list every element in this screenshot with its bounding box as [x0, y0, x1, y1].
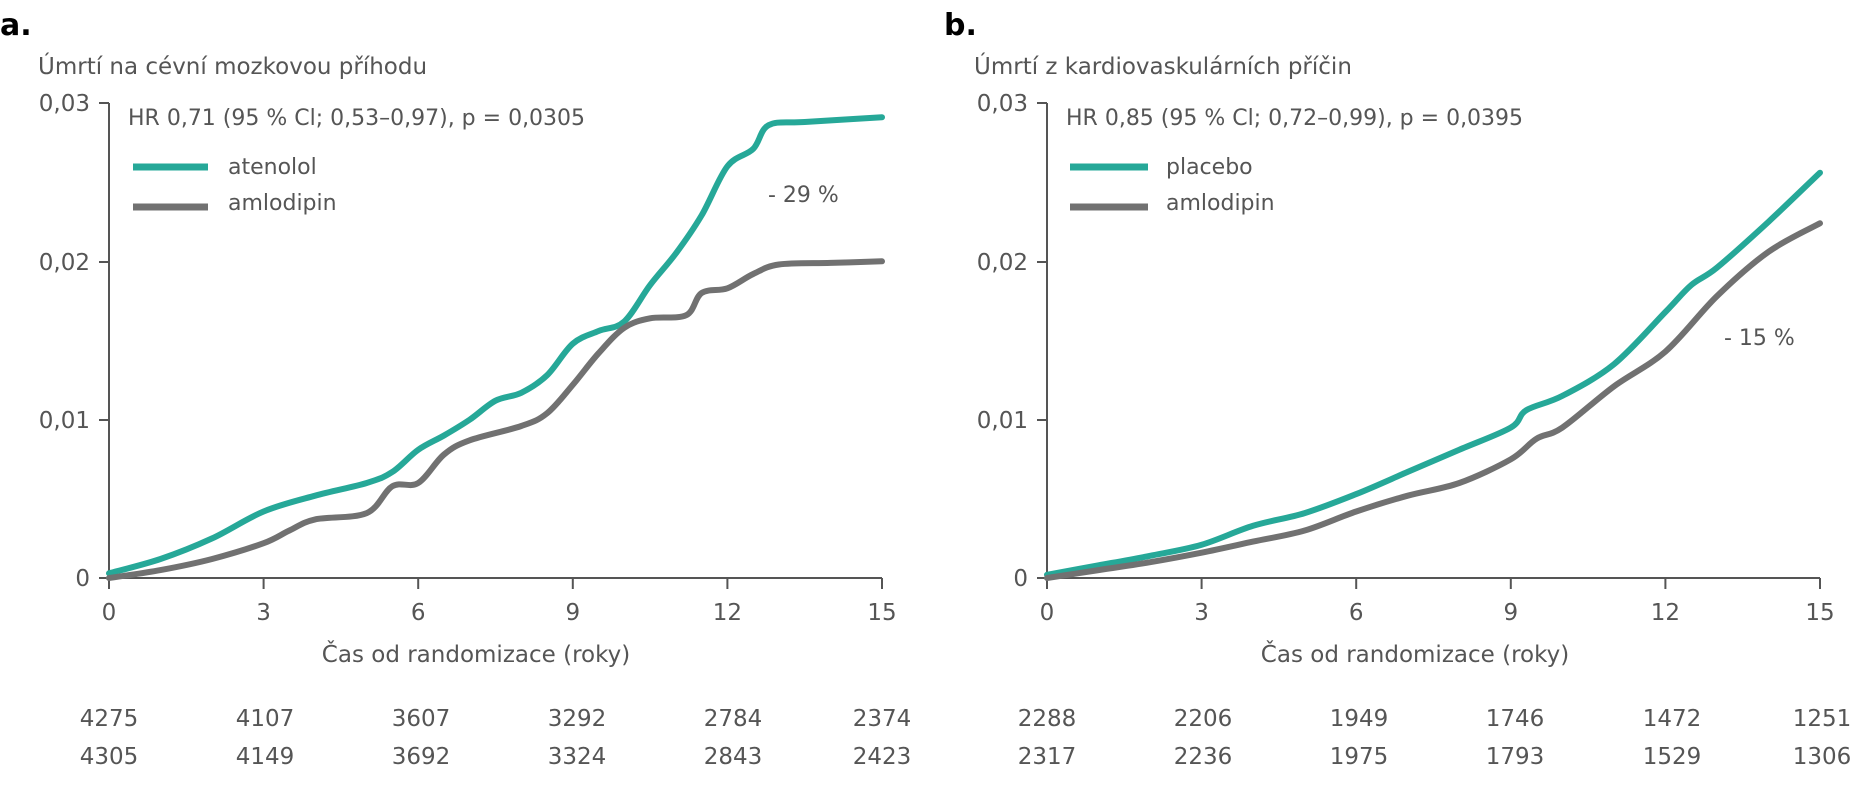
panel-b-series-placebo-line: [1044, 169, 1823, 578]
panel-a-letter: a.: [0, 8, 32, 43]
panel-a-at-risk-cell: 2784: [704, 706, 763, 732]
panel-b-xtick-label: 0: [1040, 600, 1055, 626]
panel-a-at-risk-cell: 3324: [548, 744, 607, 770]
panel-b-ylabel: Úmrtí z kardiovaskulárních příčin: [974, 52, 1352, 80]
panel-a-ytick-label: 0,01: [39, 408, 90, 434]
panel-a-ytick-label: 0: [75, 566, 90, 592]
panel-a-at-risk-cell: 4107: [236, 706, 295, 732]
panel-a-y-ticks: 0 0,01 0,02 0,03: [39, 91, 109, 592]
panel-b-ytick-label: 0,03: [977, 91, 1028, 117]
panel-a-xtick-label: 0: [102, 600, 117, 626]
panel-a-ytick-label: 0,03: [39, 91, 90, 117]
panel-b-at-risk-cell: 1949: [1330, 706, 1389, 732]
panel-b-at-risk-cell: 1975: [1330, 744, 1389, 770]
panel-a-series-amlodipin-line: [106, 258, 885, 581]
panel-b-at-risk-cell: 2206: [1174, 706, 1233, 732]
panel-a-xtick-label: 12: [713, 600, 742, 626]
panel-a-xtick-label: 3: [256, 600, 271, 626]
panel-a-series-atenolol-line: [106, 114, 885, 577]
panel-b-ytick-label: 0,01: [977, 408, 1028, 434]
panel-a-at-risk-cell: 4305: [80, 744, 139, 770]
panel-a-legend-label-2: amlodipin: [228, 191, 337, 216]
panel-a-xlabel: Čas od randomizace (roky): [322, 640, 630, 668]
panel-b-legend-label-2: amlodipin: [1166, 191, 1275, 216]
panel-b-reduction-label: - 15 %: [1724, 326, 1795, 351]
panel-b: b. Úmrtí z kardiovaskulárních příčin HR …: [944, 8, 1851, 770]
panel-b-xlabel: Čas od randomizace (roky): [1261, 640, 1569, 668]
panel-a-at-risk-cell: 3607: [392, 706, 451, 732]
panel-a-at-risk-table: 4275 4107 3607 3292 2784 2374 4305 4149 …: [80, 706, 912, 770]
panel-a-at-risk-cell: 4149: [236, 744, 295, 770]
panel-a-xtick-label: 9: [565, 600, 580, 626]
panel-b-at-risk-cell: 1746: [1486, 706, 1545, 732]
panel-a-at-risk-cell: 4275: [80, 706, 139, 732]
panel-b-hr-annotation: HR 0,85 (95 % Cl; 0,72–0,99), p = 0,0395: [1066, 106, 1523, 131]
panel-a-hr-annotation: HR 0,71 (95 % Cl; 0,53–0,97), p = 0,0305: [128, 106, 585, 131]
panel-b-at-risk-cell: 1251: [1793, 706, 1852, 732]
panel-a-reduction-label: - 29 %: [768, 183, 839, 208]
panel-b-x-ticks: 0 3 6 9 12 15: [1040, 578, 1835, 626]
panel-a-legend-label-1: atenolol: [228, 155, 317, 180]
panel-b-xtick-label: 9: [1503, 600, 1518, 626]
panel-b-y-ticks: 0 0,01 0,02 0,03: [977, 91, 1047, 592]
panel-a-legend: atenolol amlodipin: [133, 155, 337, 216]
panel-a-ytick-label: 0,02: [39, 250, 90, 276]
panel-b-ytick-label: 0: [1013, 566, 1028, 592]
panel-b-at-risk-cell: 1306: [1793, 744, 1852, 770]
panel-b-xtick-label: 3: [1194, 600, 1209, 626]
panel-a-at-risk-cell: 2843: [704, 744, 763, 770]
panel-b-at-risk-cell: 1529: [1643, 744, 1702, 770]
panel-b-letter: b.: [944, 8, 977, 43]
panel-a: a. Úmrtí na cévní mozkovou příhodu HR 0,…: [0, 8, 911, 770]
panel-b-axes: [1046, 103, 1820, 579]
panel-a-xtick-label: 6: [411, 600, 426, 626]
panel-b-at-risk-cell: 1793: [1486, 744, 1545, 770]
panel-b-legend: placebo amlodipin: [1070, 155, 1275, 216]
panel-b-xtick-label: 6: [1349, 600, 1364, 626]
panel-b-at-risk-cell: 2317: [1018, 744, 1077, 770]
panel-b-xtick-label: 12: [1651, 600, 1680, 626]
panel-b-legend-label-1: placebo: [1166, 155, 1253, 180]
panel-a-x-ticks: 0 3 6 9 12 15: [102, 578, 897, 626]
panel-a-at-risk-cell: 3692: [392, 744, 451, 770]
panel-a-axes: [108, 103, 882, 579]
panel-a-at-risk-cell: 2423: [853, 744, 912, 770]
panel-b-xtick-label: 15: [1805, 600, 1834, 626]
panel-b-at-risk-cell: 2288: [1018, 706, 1077, 732]
panel-a-xtick-label: 15: [867, 600, 896, 626]
panel-b-ytick-label: 0,02: [977, 250, 1028, 276]
panel-b-at-risk-cell: 1472: [1643, 706, 1702, 732]
panel-a-at-risk-cell: 2374: [853, 706, 912, 732]
panel-b-at-risk-cell: 2236: [1174, 744, 1233, 770]
panel-a-at-risk-cell: 3292: [548, 706, 607, 732]
panel-a-ylabel: Úmrtí na cévní mozkovou příhodu: [38, 52, 427, 80]
panel-b-at-risk-table: 2288 2206 1949 1746 1472 1251 2317 2236 …: [1018, 706, 1852, 770]
panel-b-series-amlodipin-line: [1044, 220, 1823, 581]
